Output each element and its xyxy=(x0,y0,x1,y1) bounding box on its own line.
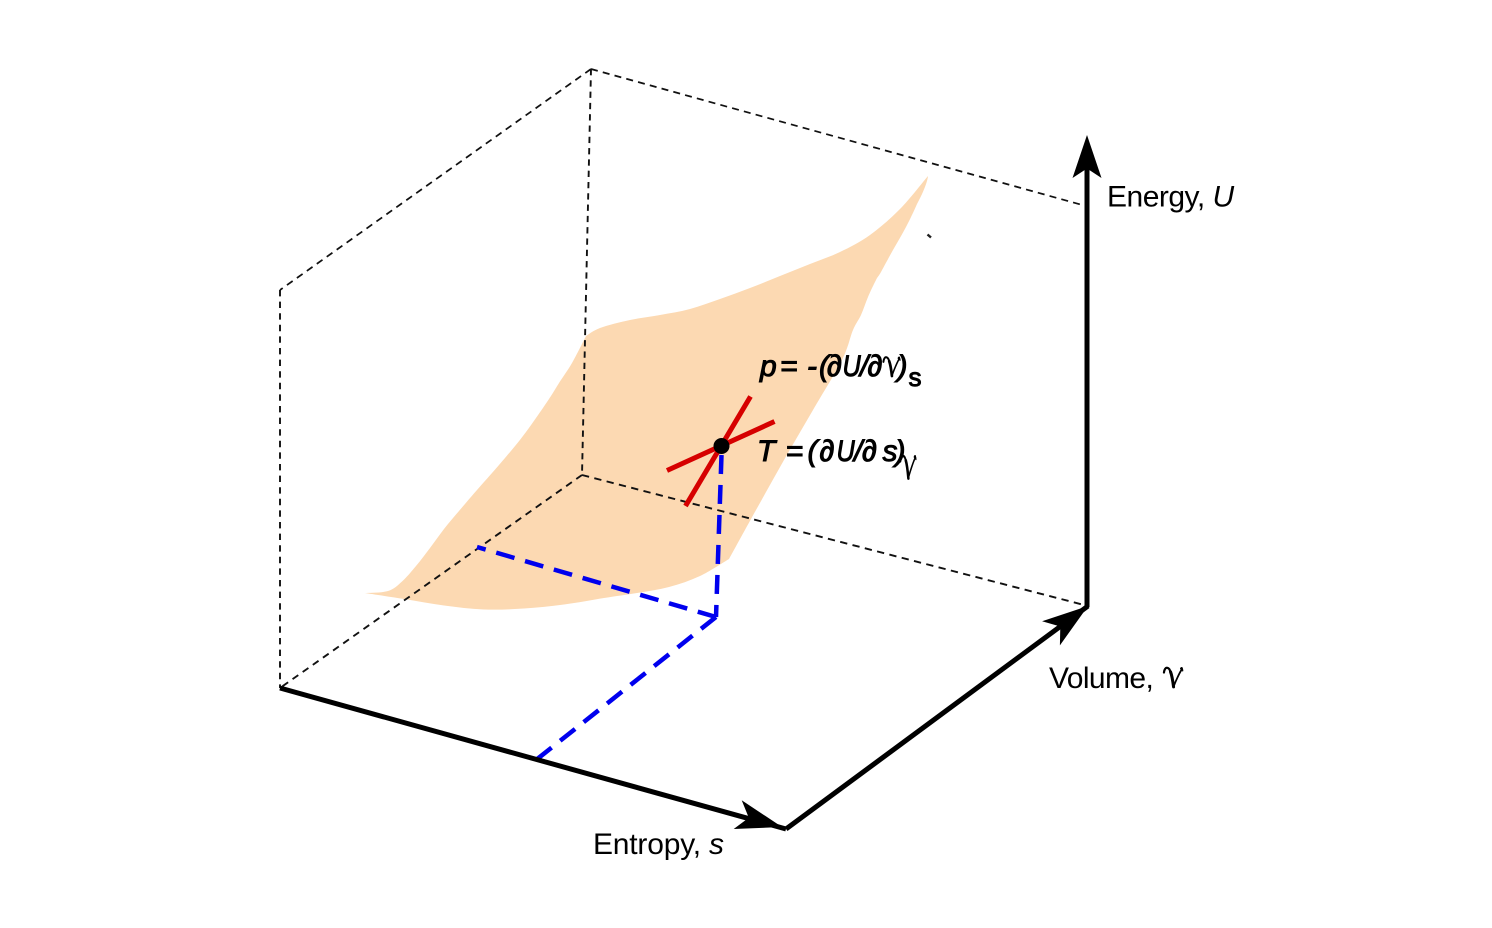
svg-text:p =: p = xyxy=(759,350,798,383)
svg-text:U: U xyxy=(837,434,856,468)
svg-text:s: s xyxy=(909,362,922,392)
svg-text:Energy, U: Energy, U xyxy=(1107,181,1235,214)
svg-text:T =: T = xyxy=(757,435,803,468)
svg-text:U: U xyxy=(843,349,862,383)
svg-text:Volume,: Volume, xyxy=(1049,662,1153,695)
svg-text:-(∂/∂): -(∂/∂) xyxy=(807,350,908,383)
svg-text:Entropy, s: Entropy, s xyxy=(593,828,724,861)
svg-text:(∂/∂s): (∂/∂ s) xyxy=(808,435,906,468)
